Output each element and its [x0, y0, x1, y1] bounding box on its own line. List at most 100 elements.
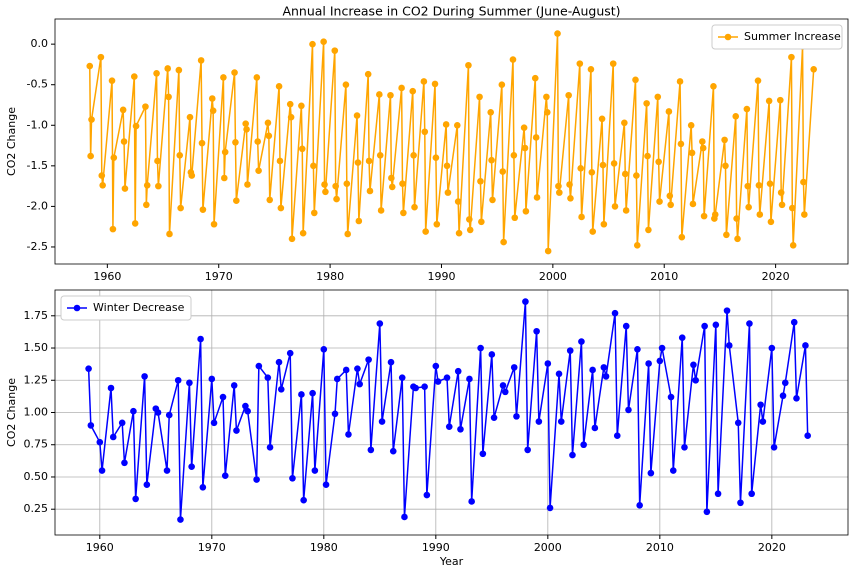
data-point	[333, 375, 341, 383]
axes: Annual Increase in CO2 During Summer (Ju…	[5, 4, 849, 283]
data-point	[409, 87, 417, 95]
data-point	[477, 177, 484, 185]
data-point	[690, 361, 697, 369]
data-point	[466, 216, 473, 223]
data-point	[130, 407, 137, 415]
data-point	[765, 97, 773, 105]
data-point	[309, 389, 316, 397]
data-point	[298, 391, 305, 398]
data-point	[310, 162, 317, 170]
data-point	[457, 425, 464, 433]
data-point	[465, 61, 472, 69]
data-point	[98, 172, 106, 179]
data-point	[266, 196, 274, 204]
data-point	[779, 392, 787, 400]
data-point	[487, 108, 495, 116]
data-point	[755, 182, 763, 189]
data-point	[490, 414, 498, 421]
data-point	[388, 174, 395, 182]
data-point	[343, 180, 351, 187]
data-point	[768, 344, 776, 352]
data-point	[733, 215, 740, 222]
data-point	[501, 388, 509, 396]
data-point	[479, 450, 487, 458]
data-point	[331, 410, 339, 418]
data-point	[88, 116, 95, 123]
data-point	[688, 149, 696, 157]
data-point	[622, 207, 630, 214]
x-axis-label: Year	[439, 555, 464, 568]
data-point	[345, 431, 352, 438]
data-point	[645, 360, 652, 367]
data-point	[613, 432, 621, 440]
data-point	[377, 207, 385, 214]
data-point	[333, 195, 340, 203]
data-point	[199, 483, 207, 491]
data-point	[166, 230, 173, 238]
x-tick-label: 1970	[198, 541, 226, 554]
data-point	[610, 160, 618, 167]
data-point	[388, 183, 396, 191]
data-point	[510, 151, 518, 159]
data-point	[725, 342, 733, 349]
data-point	[699, 144, 707, 152]
data-point	[398, 84, 405, 92]
data-point	[543, 108, 551, 116]
data-point	[342, 81, 350, 89]
data-point	[714, 490, 722, 498]
data-point	[554, 30, 561, 37]
data-point	[143, 481, 151, 489]
data-point	[85, 365, 92, 372]
data-point	[498, 81, 506, 89]
data-point	[421, 383, 428, 391]
data-point	[423, 491, 431, 499]
data-point	[366, 187, 374, 195]
data-point	[766, 180, 774, 187]
data-point	[667, 201, 674, 209]
data-point	[356, 380, 363, 388]
data-point	[365, 157, 373, 165]
data-point	[576, 60, 584, 67]
data-point	[633, 172, 640, 179]
axes-frame	[54, 18, 849, 265]
data-point	[776, 96, 784, 104]
data-point	[468, 498, 475, 505]
data-point	[622, 322, 630, 330]
data-point	[609, 60, 617, 67]
data-point	[221, 472, 229, 479]
data-point	[398, 374, 406, 381]
data-point	[108, 77, 116, 84]
data-point	[254, 138, 262, 145]
data-point	[444, 189, 452, 196]
data-point	[109, 225, 117, 233]
x-tick-label: 2000	[534, 541, 562, 554]
data-point	[131, 73, 138, 80]
data-point	[378, 418, 386, 425]
data-point	[231, 69, 238, 76]
data-point	[255, 362, 263, 370]
data-point	[233, 427, 240, 434]
data-point	[431, 80, 439, 88]
data-point	[793, 395, 800, 402]
data-point	[197, 335, 204, 343]
data-point	[174, 376, 182, 384]
legend: Winter Decrease	[60, 295, 192, 321]
data-point	[188, 463, 195, 470]
data-point	[243, 126, 250, 133]
data-point	[175, 66, 183, 74]
data-point	[701, 322, 708, 330]
y-tick-label: 0.0	[31, 37, 49, 50]
data-point	[266, 444, 274, 451]
data-point	[578, 213, 585, 221]
data-point	[367, 446, 375, 454]
data-point	[810, 65, 817, 73]
data-point	[543, 93, 550, 101]
data-point	[743, 105, 751, 113]
data-point	[654, 93, 662, 101]
data-point	[376, 320, 384, 327]
data-point	[712, 321, 720, 329]
y-tick-label: -0.5	[27, 78, 48, 91]
data-point	[577, 164, 584, 172]
data-point	[411, 203, 418, 211]
data-point	[489, 196, 496, 204]
